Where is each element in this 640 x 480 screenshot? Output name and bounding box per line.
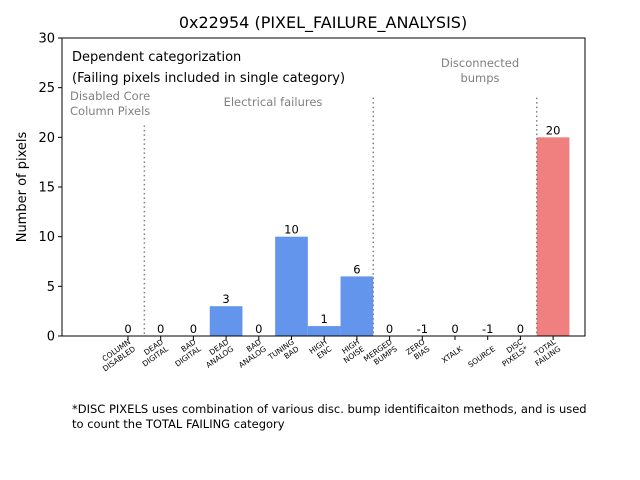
x-tick-label: BADANALOG (232, 337, 268, 370)
y-tick-label: 20 (38, 131, 55, 146)
value-label: 0 (124, 322, 131, 336)
value-label: 0 (255, 322, 262, 336)
x-tick-label: DEADDIGITAL (136, 337, 171, 369)
bars (209, 137, 570, 336)
y-tick-label: 0 (47, 330, 55, 345)
y-tick-label: 10 (38, 230, 55, 245)
svg-text:TUNINGBAD: TUNINGBAD (266, 337, 301, 369)
x-tick-label: SOURCE (466, 344, 497, 369)
x-axis-ticks: COLUMNDISABLED DEADDIGITAL BADDIGITAL DEADA… (96, 336, 563, 373)
x-tick-label: DEADANALOG (199, 337, 235, 370)
chart-title: 0x22954 (PIXEL_FAILURE_ANALYSIS) (179, 13, 467, 33)
footnote-line2: to count the TOTAL FAILING category (72, 416, 285, 431)
svg-text:COLUMNDISABLED: COLUMNDISABLED (96, 337, 137, 373)
value-label: 0 (190, 322, 197, 336)
bar (275, 236, 308, 336)
x-tick-label: ZEROBIAS (404, 337, 431, 364)
annotation-group3-line2: bumps (460, 71, 499, 85)
value-label: 0 (157, 322, 164, 336)
svg-text:DEADDIGITAL: DEADDIGITAL (136, 337, 171, 369)
y-tick-label: 30 (38, 32, 55, 47)
y-tick-label: 25 (38, 81, 55, 96)
x-tick-label: COLUMNDISABLED (96, 337, 137, 373)
svg-text:DISCPIXELS*: DISCPIXELS* (495, 337, 529, 368)
svg-text:BADANALOG: BADANALOG (232, 337, 268, 370)
footnote: *DISC PIXELS uses combination of various… (72, 402, 638, 431)
value-label: 0 (386, 322, 393, 336)
annotation-group1-line2: Column Pixels (70, 104, 150, 118)
svg-text:SOURCE: SOURCE (466, 344, 497, 369)
value-label: -1 (482, 322, 493, 336)
bar (209, 306, 243, 336)
bar (307, 326, 341, 336)
value-label: 20 (546, 123, 561, 137)
x-tick-label: BADDIGITAL (168, 337, 203, 369)
plot-frame (61, 37, 586, 337)
value-label: 0 (451, 322, 458, 336)
svg-text:DEADANALOG: DEADANALOG (199, 337, 235, 370)
x-tick-label: TOTALFAILING (529, 337, 563, 368)
x-tick-label: HIGHENC (307, 337, 333, 362)
y-axis-label: Number of pixels (15, 131, 30, 242)
annotation-group2: Electrical failures (224, 95, 323, 109)
svg-text:TOTALFAILING: TOTALFAILING (529, 337, 563, 368)
annotation-heading-line1: Dependent categorization (72, 50, 241, 65)
svg-text:HIGHNOISE: HIGHNOISE (337, 337, 366, 365)
y-tick-label: 5 (47, 280, 55, 295)
value-label: 1 (321, 312, 328, 326)
value-label: 3 (222, 292, 229, 306)
annotation-group3-line1: Disconnected (441, 56, 519, 70)
x-tick-label: XTALK (440, 344, 465, 365)
svg-text:ZEROBIAS: ZEROBIAS (404, 337, 431, 364)
y-tick-label: 15 (38, 181, 55, 196)
x-tick-label: TUNINGBAD (266, 337, 301, 369)
value-label: 6 (353, 262, 360, 276)
value-label: 0 (517, 322, 524, 336)
group-separators (143, 97, 538, 336)
value-label: -1 (417, 322, 428, 336)
bar (340, 276, 374, 336)
svg-text:MERGEDBUMPS: MERGEDBUMPS (362, 337, 399, 370)
x-tick-label: DISCPIXELS* (495, 337, 529, 368)
x-tick-label: HIGHNOISE (337, 337, 366, 365)
bar (536, 137, 570, 336)
svg-text:XTALK: XTALK (440, 344, 465, 365)
footnote-line1: *DISC PIXELS uses combination of various… (72, 402, 587, 416)
x-tick-label: MERGEDBUMPS (362, 337, 399, 370)
y-axis-ticks: 0 5 10 15 20 25 30 (38, 32, 62, 345)
svg-text:HIGHENC: HIGHENC (307, 337, 333, 362)
svg-text:BADDIGITAL: BADDIGITAL (168, 337, 203, 369)
annotation-group1-line1: Disabled Core (70, 89, 150, 103)
value-labels: 0 0 0 3 0 10 1 6 0 -1 0 -1 0 20 (124, 123, 560, 336)
value-label: 10 (284, 223, 299, 237)
annotation-heading-line2: (Failing pixels included in single categ… (72, 71, 345, 86)
